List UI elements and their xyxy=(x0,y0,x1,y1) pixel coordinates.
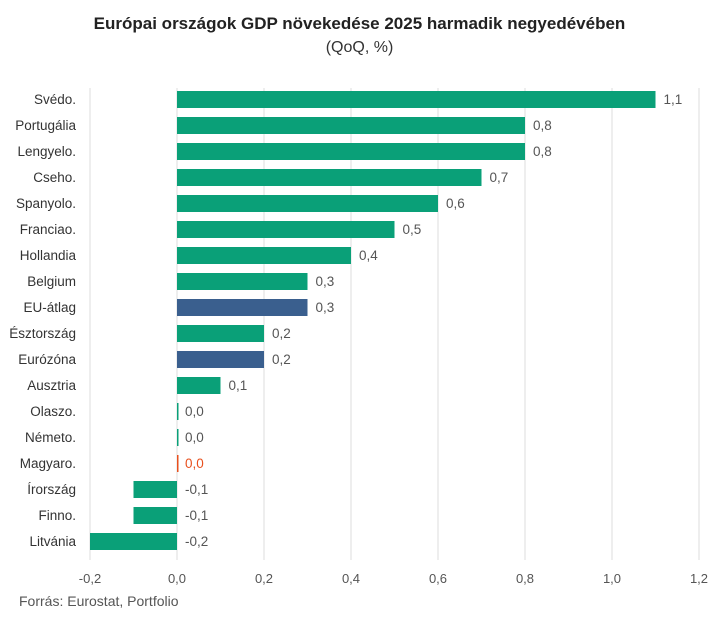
bar xyxy=(177,299,308,316)
value-label: 0,5 xyxy=(403,222,422,237)
bar xyxy=(177,325,264,342)
bar xyxy=(177,91,656,108)
category-label: Belgium xyxy=(27,274,76,289)
category-label: Észtország xyxy=(9,326,76,341)
bar xyxy=(177,143,525,160)
bar xyxy=(177,377,221,394)
x-tick-label: 0,8 xyxy=(516,571,534,586)
category-label: Olaszo. xyxy=(30,404,76,419)
x-tick-label: 1,2 xyxy=(690,571,708,586)
category-label: Magyaro. xyxy=(20,456,76,471)
category-label: Cseho. xyxy=(33,170,76,185)
category-label: Hollandia xyxy=(20,248,77,263)
value-label: 0,3 xyxy=(316,300,335,315)
value-label: -0,1 xyxy=(185,482,208,497)
value-label: 0,0 xyxy=(185,404,204,419)
bar xyxy=(177,455,179,472)
category-label: Spanyolo. xyxy=(16,196,76,211)
category-label: Németo. xyxy=(25,430,76,445)
bar xyxy=(177,221,395,238)
value-label: 0,2 xyxy=(272,326,291,341)
bar xyxy=(177,117,525,134)
value-label: -0,1 xyxy=(185,508,208,523)
value-labels: 1,1 0,8 0,8 0,7 0,6 0,5 0,4 0,3 0,3 0,2 0,2 0,1 0,0 0… xyxy=(185,92,682,549)
category-label: Svédo. xyxy=(34,92,76,107)
category-label: Ausztria xyxy=(27,378,76,393)
category-labels: Svédo. Portugália Lengyelo. Cseho. Spanyolo.… xyxy=(9,92,76,549)
value-label: 0,0 xyxy=(185,430,204,445)
category-label: Finno. xyxy=(38,508,76,523)
bar xyxy=(90,533,177,550)
bar xyxy=(177,195,438,212)
chart-title: Európai országok GDP növekedése 2025 har… xyxy=(93,14,626,33)
bar xyxy=(177,273,308,290)
category-label: Franciao. xyxy=(20,222,76,237)
value-label: 0,7 xyxy=(490,170,509,185)
value-label: 0,8 xyxy=(533,118,552,133)
x-tick-label: 0,6 xyxy=(429,571,447,586)
bar xyxy=(177,403,179,420)
x-tick-label: -0,2 xyxy=(79,571,101,586)
value-label: 0,2 xyxy=(272,352,291,367)
bar xyxy=(177,351,264,368)
bar xyxy=(133,481,177,498)
value-label: 0,8 xyxy=(533,144,552,159)
x-tick-label: 0,0 xyxy=(168,571,186,586)
category-label: Írország xyxy=(27,482,76,497)
value-label: 0,0 xyxy=(185,456,204,471)
chart-subtitle: (QoQ, %) xyxy=(325,39,394,56)
x-axis-ticks: -0,2 0,0 0,2 0,4 0,6 0,8 1,0 1,2 xyxy=(79,571,708,586)
bar xyxy=(177,247,351,264)
value-label: 1,1 xyxy=(664,92,683,107)
bar xyxy=(177,169,482,186)
value-label: 0,3 xyxy=(316,274,335,289)
category-label: Eurózóna xyxy=(18,352,76,367)
value-label: 0,1 xyxy=(229,378,248,393)
value-label: 0,4 xyxy=(359,248,378,263)
value-label: -0,2 xyxy=(185,534,208,549)
value-label: 0,6 xyxy=(446,196,465,211)
category-label: Lengyelo. xyxy=(17,144,76,159)
category-label: Portugália xyxy=(15,118,76,133)
bar xyxy=(133,507,177,524)
x-tick-label: 0,4 xyxy=(342,571,360,586)
category-label: Litvánia xyxy=(29,534,76,549)
bars xyxy=(90,91,656,550)
source-note: Forrás: Eurostat, Portfolio xyxy=(19,593,179,609)
x-tick-label: 1,0 xyxy=(603,571,621,586)
bar xyxy=(177,429,179,446)
category-label: EU-átlag xyxy=(23,300,76,315)
x-tick-label: 0,2 xyxy=(255,571,273,586)
